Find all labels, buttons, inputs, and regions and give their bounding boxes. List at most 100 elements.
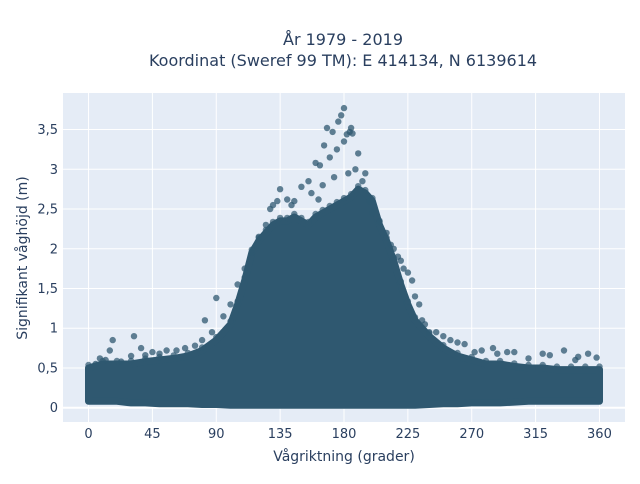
- data-point: [220, 313, 227, 320]
- data-point: [248, 246, 255, 253]
- data-point: [85, 361, 92, 369]
- data-point: [546, 352, 553, 359]
- data-point: [511, 360, 518, 367]
- data-point: [267, 205, 274, 213]
- data-point: [170, 352, 177, 359]
- data-point: [369, 194, 376, 202]
- data-point: [191, 342, 199, 349]
- data-point: [362, 170, 369, 177]
- data-point: [352, 166, 359, 173]
- y-tick-label: 0,5: [37, 361, 58, 376]
- data-point: [369, 209, 376, 217]
- data-point: [560, 347, 568, 354]
- data-point: [198, 344, 206, 351]
- data-point: [404, 269, 412, 276]
- data-point: [305, 218, 312, 226]
- chart-title-line-2: Koordinat (Sweref 99 TM): E 414134, N 61…: [149, 51, 537, 70]
- data-point: [355, 183, 362, 190]
- data-point: [376, 218, 383, 226]
- data-point: [593, 354, 600, 361]
- data-point: [340, 138, 348, 145]
- data-point: [163, 347, 170, 354]
- x-tick-label: 45: [144, 427, 161, 442]
- data-point: [213, 333, 220, 341]
- data-point: [582, 363, 589, 370]
- data-point: [198, 336, 206, 344]
- data-point: [234, 281, 241, 288]
- y-tick-label: 0: [50, 401, 58, 416]
- chart-title-line-1: År 1979 - 2019: [283, 30, 403, 49]
- data-point: [319, 182, 326, 189]
- data-point: [262, 221, 270, 229]
- data-point: [404, 298, 412, 305]
- data-point: [355, 150, 362, 157]
- data-point: [482, 357, 490, 365]
- data-point: [113, 357, 121, 365]
- x-tick-label: 180: [332, 427, 357, 442]
- data-point: [127, 357, 135, 365]
- data-point: [539, 361, 546, 369]
- data-point: [525, 361, 532, 369]
- data-point: [130, 333, 138, 340]
- data-point: [329, 128, 336, 136]
- data-point: [227, 301, 234, 308]
- data-point: [421, 321, 429, 328]
- data-point: [316, 162, 324, 169]
- data-point: [390, 254, 397, 261]
- y-tick-label: 1,5: [37, 282, 58, 297]
- x-tick-label: 360: [587, 427, 612, 442]
- data-point: [315, 196, 322, 203]
- data-point: [338, 112, 345, 119]
- data-point: [539, 350, 546, 357]
- data-point: [440, 333, 447, 340]
- data-point: [478, 347, 485, 354]
- y-tick-label: 2: [50, 242, 58, 257]
- data-point: [489, 344, 497, 352]
- data-point: [340, 104, 348, 112]
- data-point: [471, 348, 478, 356]
- data-point: [255, 234, 262, 241]
- data-point: [262, 226, 270, 234]
- data-point: [525, 355, 532, 362]
- data-point: [137, 344, 145, 352]
- data-point: [347, 190, 355, 198]
- data-point: [227, 318, 234, 325]
- data-point: [234, 298, 241, 305]
- data-point: [387, 241, 394, 248]
- x-axis-ticks: 0 45 90 135 180 225 270 315 360: [84, 427, 611, 442]
- data-point: [291, 210, 298, 218]
- x-tick-label: 315: [523, 427, 548, 442]
- x-tick-label: 90: [208, 427, 225, 442]
- data-point: [416, 301, 423, 308]
- data-point: [284, 214, 291, 222]
- x-tick-label: 270: [459, 427, 484, 442]
- data-point: [99, 357, 106, 365]
- data-point: [269, 218, 277, 226]
- data-point: [468, 353, 475, 361]
- data-point: [173, 347, 180, 354]
- data-point-cloud: [85, 185, 603, 409]
- data-point: [127, 352, 135, 360]
- data-point: [454, 339, 461, 346]
- y-tick-label: 3: [50, 163, 58, 178]
- y-axis-ticks: 0 0,5 1 1,5 2 2,5 3 3,5: [37, 123, 58, 416]
- data-point: [330, 174, 338, 181]
- data-point: [274, 197, 281, 205]
- data-point: [333, 198, 341, 206]
- data-point: [340, 194, 348, 202]
- y-axis-title: Signifikant våghöjd (m): [14, 176, 31, 339]
- data-point: [298, 183, 305, 190]
- data-point: [426, 330, 433, 337]
- data-point: [288, 201, 295, 209]
- dense-point-cloud: [85, 185, 603, 409]
- data-point: [276, 214, 284, 222]
- data-point: [142, 355, 149, 362]
- data-point: [411, 314, 419, 321]
- data-points: [85, 104, 603, 370]
- data-point: [383, 229, 390, 237]
- data-point: [440, 341, 447, 349]
- data-point: [494, 350, 501, 357]
- data-point: [208, 329, 216, 336]
- data-point: [553, 363, 561, 370]
